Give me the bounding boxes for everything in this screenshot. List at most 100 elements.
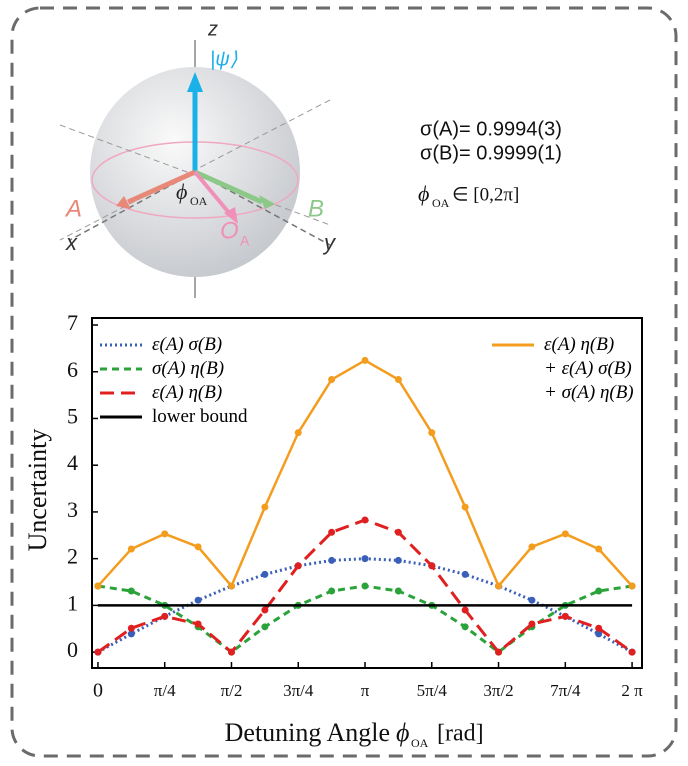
x-axis-symbol: ϕ (396, 718, 409, 747)
b-arrow (193, 169, 264, 205)
data-point (428, 562, 436, 570)
z-label: z (207, 18, 218, 40)
data-point (394, 528, 402, 536)
x-axis-subscript: OA (411, 736, 429, 750)
o-label: O (220, 217, 239, 244)
data-point (161, 612, 169, 620)
data-point (294, 562, 302, 570)
data-point (294, 429, 302, 437)
data-point (127, 624, 135, 632)
y-tick-label: 0 (67, 637, 78, 662)
data-point (127, 587, 135, 595)
data-point (328, 376, 336, 384)
data-point (461, 623, 469, 631)
data-point (628, 648, 636, 656)
oa-arrow (193, 170, 232, 216)
y-tick-label: 7 (67, 310, 78, 335)
y-tick-label: 3 (67, 497, 78, 522)
data-point (461, 570, 469, 578)
sigma-a: σ(A)= 0.9994(3) (420, 118, 562, 140)
data-point (361, 555, 369, 563)
x-tick-label: π/4 (154, 681, 176, 700)
data-point (528, 596, 536, 604)
a-arrow (126, 169, 197, 205)
data-point (361, 356, 369, 364)
legend-label: lower bound (152, 406, 248, 427)
psi-arrowhead (187, 72, 203, 92)
x-tick-label: 3π/4 (283, 681, 314, 700)
data-point (261, 570, 269, 578)
x-tick-label: 2 π (621, 681, 643, 700)
y-tick-label: 1 (67, 590, 78, 615)
data-point (428, 429, 436, 437)
o-subscript: A (240, 233, 250, 249)
data-point (328, 587, 336, 595)
a-arrowhead (116, 196, 131, 209)
legend-label: σ(A) η(B) (152, 358, 225, 379)
legend-label: ε(A) σ(B) (152, 334, 223, 355)
x-label: x (65, 230, 78, 255)
phi-label: ϕ (176, 179, 187, 204)
sigma-b: σ(B)= 0.9999(1) (420, 142, 562, 164)
range-subscript: OA (432, 196, 450, 210)
data-point (194, 543, 202, 551)
data-point (227, 582, 235, 590)
data-point (394, 556, 402, 564)
data-point (261, 606, 269, 614)
data-point (528, 620, 536, 628)
data-point (561, 530, 569, 538)
data-point (595, 624, 603, 632)
data-point (595, 587, 603, 595)
data-point (361, 516, 369, 524)
y-tick-label: 6 (67, 357, 78, 382)
data-point (595, 630, 603, 638)
data-point (461, 606, 469, 614)
data-point (328, 528, 336, 536)
data-point (361, 582, 369, 590)
legend-label: ε(A) η(B) (152, 382, 223, 403)
y-tick-label: 5 (67, 404, 78, 429)
data-point (227, 648, 235, 656)
x-tick-label: 5π/4 (417, 681, 448, 700)
x-tick-label: 7π/4 (550, 681, 581, 700)
phi-subscript: OA (190, 194, 208, 208)
data-point (261, 623, 269, 631)
y-tick-label: 4 (67, 450, 78, 475)
y-tick-label: 2 (67, 544, 78, 569)
x-axis-unit: [rad] (437, 721, 484, 747)
x-tick-label: π (361, 681, 370, 700)
range-text: ∈ [0,2π] (452, 184, 519, 205)
data-point (394, 587, 402, 595)
psi-label: |ψ⟩ (210, 48, 238, 70)
x-tick-label: 3π/2 (483, 681, 513, 700)
data-point (495, 582, 503, 590)
data-point (194, 596, 202, 604)
a-label: A (64, 195, 82, 222)
data-point (161, 530, 169, 538)
data-point (127, 545, 135, 553)
data-point (328, 556, 336, 564)
y-axis-title: Uncertainty (23, 429, 52, 552)
x-tick-label: π/2 (221, 681, 243, 700)
data-point (94, 582, 102, 590)
data-point (628, 582, 636, 590)
legend-label: ε(A) η(B) + ε(A) σ(B) + σ(A) η(B) (544, 334, 634, 403)
data-point (495, 648, 503, 656)
data-point (394, 376, 402, 384)
data-point (194, 620, 202, 628)
b-label: B (308, 195, 324, 222)
plot-frame (91, 317, 643, 669)
range-symbol: ϕ (418, 181, 429, 206)
data-point (94, 648, 102, 656)
border (10, 6, 678, 758)
b-arrowhead (259, 195, 275, 209)
data-point (127, 630, 135, 638)
data-point (595, 545, 603, 553)
y-label: y (322, 230, 337, 255)
data-point (561, 612, 569, 620)
data-point (461, 503, 469, 511)
x-tick-label: 0 (93, 680, 103, 702)
data-point (528, 543, 536, 551)
